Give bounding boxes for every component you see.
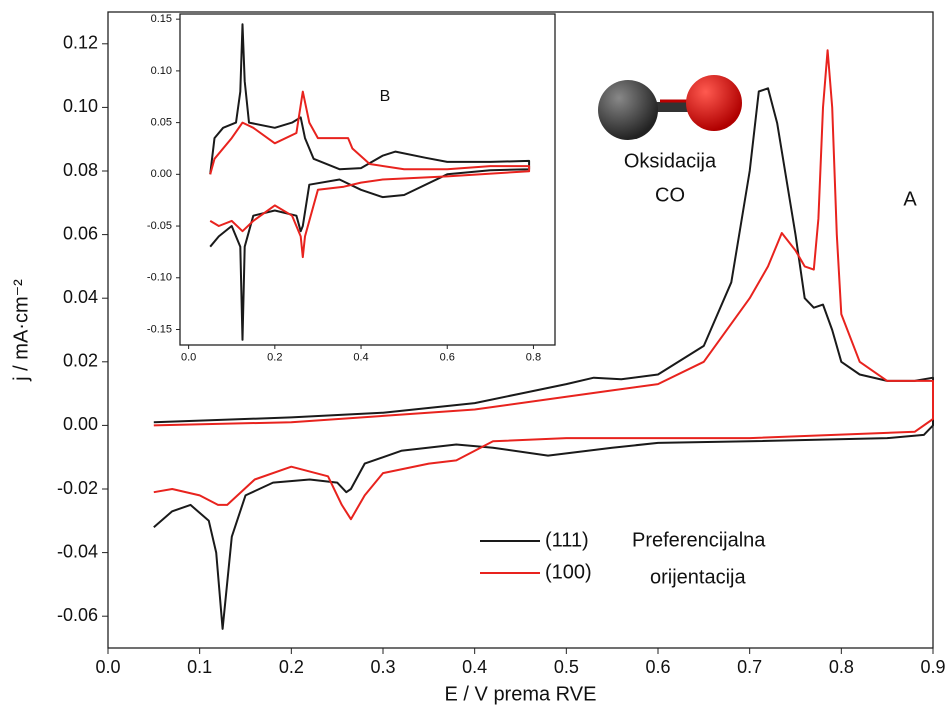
x-tick-label: 0.7 bbox=[737, 657, 762, 677]
x-axis-label: E / V prema RVE bbox=[445, 683, 597, 705]
y-tick-label: 0.04 bbox=[63, 287, 98, 307]
y-tick-label: 0.15 bbox=[151, 13, 172, 25]
y-tick-label: 0.10 bbox=[151, 65, 172, 77]
x-tick-label: 0.4 bbox=[353, 352, 368, 364]
y-tick-label: 0.12 bbox=[63, 33, 98, 53]
plot-frame bbox=[107, 11, 934, 649]
y-tick-label: 0.02 bbox=[63, 351, 98, 371]
x-tick-label: 0.5 bbox=[554, 657, 579, 677]
y-tick-label: 0.10 bbox=[63, 96, 98, 116]
x-tick-label: 0.8 bbox=[526, 352, 541, 364]
y-tick-label: 0.08 bbox=[63, 160, 98, 180]
x-tick-label: 0.4 bbox=[462, 657, 487, 677]
y-tick-label: -0.06 bbox=[57, 605, 98, 625]
annotation: Preferencijalna bbox=[632, 529, 766, 551]
x-tick-label: 0.9 bbox=[920, 657, 945, 677]
annotation: A bbox=[903, 188, 917, 210]
data-line bbox=[153, 49, 934, 521]
plot-frame bbox=[179, 13, 556, 346]
annotation: Oksidacija bbox=[624, 150, 717, 172]
annotation: B bbox=[380, 88, 391, 105]
co-molecule bbox=[598, 75, 742, 140]
y-tick-label: -0.02 bbox=[57, 478, 98, 498]
x-tick-label: 0.1 bbox=[187, 657, 212, 677]
x-tick-label: 0.6 bbox=[440, 352, 455, 364]
legend-label: (100) bbox=[545, 561, 592, 583]
y-tick-label: -0.15 bbox=[147, 323, 172, 335]
y-axis-label: j / mA·cm⁻² bbox=[10, 279, 32, 382]
y-tick-label: 0.00 bbox=[63, 414, 98, 434]
annotation: orijentacija bbox=[650, 566, 746, 588]
legend-label: (111) bbox=[545, 529, 589, 551]
y-tick-label: -0.05 bbox=[147, 220, 172, 232]
x-tick-label: 0.0 bbox=[181, 352, 196, 364]
x-tick-label: 0.8 bbox=[829, 657, 854, 677]
data-line bbox=[153, 87, 934, 630]
x-tick-label: 0.3 bbox=[370, 657, 395, 677]
y-tick-label: -0.04 bbox=[57, 541, 98, 561]
x-tick-label: 0.0 bbox=[95, 657, 120, 677]
y-tick-label: 0.00 bbox=[151, 168, 172, 180]
x-tick-label: 0.2 bbox=[267, 352, 282, 364]
x-tick-label: 0.2 bbox=[279, 657, 304, 677]
annotation: CO bbox=[655, 184, 685, 206]
y-tick-label: 0.06 bbox=[63, 223, 98, 243]
y-tick-label: -0.10 bbox=[147, 272, 172, 284]
data-line bbox=[209, 90, 531, 259]
y-tick-label: 0.05 bbox=[151, 117, 172, 129]
x-tick-label: 0.6 bbox=[645, 657, 670, 677]
